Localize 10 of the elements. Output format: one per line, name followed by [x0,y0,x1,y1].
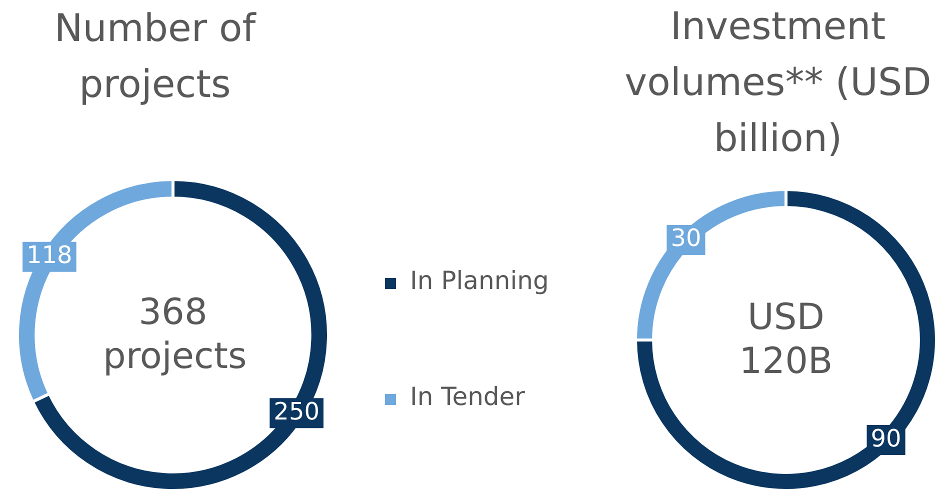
legend-label: In Planning [410,266,549,295]
text: 368 projects [103,291,247,379]
data-label: 118 [26,241,72,270]
chart-title: Number of projects [53,5,258,108]
data-label: 90 [870,424,902,452]
chart-title: Investment volumes** (USD billion) [624,3,932,162]
text: USD 120B [738,296,834,384]
legend-label: In Tender [410,382,525,411]
data-label: 30 [670,224,702,252]
data-label: 250 [274,397,320,426]
